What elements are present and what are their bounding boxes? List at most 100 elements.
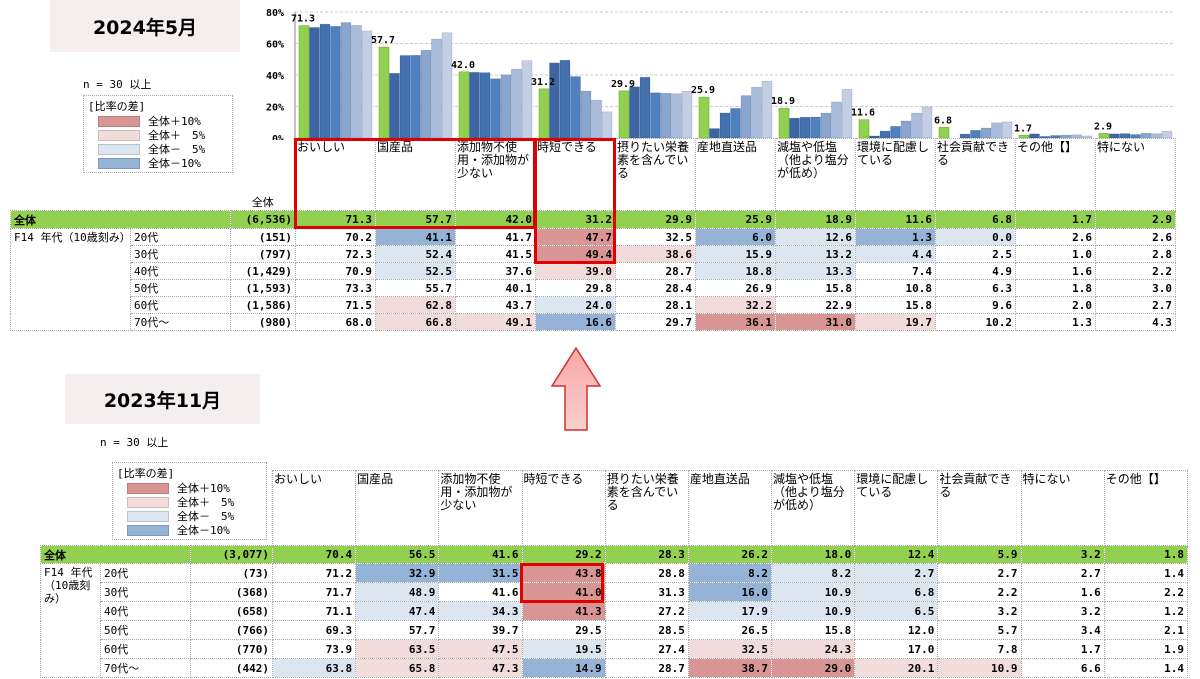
column-header: 摂りたい栄養素を含んでいる <box>615 138 696 211</box>
value-cell: 1.4 <box>1103 658 1189 678</box>
y-tick-label: 60% <box>266 40 284 51</box>
bar-60代 <box>831 101 842 139</box>
value-cell: 29.9 <box>615 210 696 229</box>
bar-70代～ <box>521 60 533 139</box>
column-header: 添加物不使用・添加物が少ない <box>455 138 536 211</box>
value-cell: 32.9 <box>355 563 440 583</box>
value-cell: 24.0 <box>535 296 616 314</box>
value-cell: 1.3 <box>855 228 936 246</box>
table-row: 60代 (1,586) 71.5 62.8 43.7 24.0 28.1 32.2 22.9 15… <box>11 296 1176 314</box>
value-cell: 2.9 <box>1095 210 1176 229</box>
age-label: 30代 <box>100 582 191 602</box>
table-2023: おいしい 国産品 添加物不使用・添加物が少ない 時短できる 摂りたい栄養素を含んでいる産… <box>40 470 1189 678</box>
bar-40代 <box>730 108 741 139</box>
column-header: 特にない <box>1020 470 1105 546</box>
value-cell: 2.6 <box>1015 228 1096 246</box>
up-arrow-icon <box>550 346 602 431</box>
value-cell: 37.6 <box>455 262 536 280</box>
bar-total <box>858 119 870 139</box>
value-cell: 5.7 <box>937 620 1022 640</box>
value-cell: 2.2 <box>1095 262 1176 280</box>
bar-60代 <box>671 93 682 139</box>
table-row: F14 年代（10歳刻み） 20代 (73) 71.2 32.9 31.5 43.8 28.8… <box>40 563 1189 678</box>
bar-50代 <box>820 112 832 139</box>
legend-swatch <box>98 143 140 155</box>
age-label: 20代 <box>130 228 231 246</box>
value-cell: 4.9 <box>935 262 1016 280</box>
legend-swatch <box>98 157 140 169</box>
age-label: 40代 <box>100 601 191 621</box>
table-row: 60代 (770) 73.9 63.5 47.5 19.5 27.4 32.5 24.3 17.0… <box>41 639 1189 659</box>
value-cell: 55.7 <box>375 279 456 297</box>
value-cell: 3.2 <box>937 601 1022 621</box>
value-cell: 63.5 <box>355 639 440 659</box>
value-cell: 2.7 <box>1020 563 1105 583</box>
column-header: 環境に配慮している <box>854 470 939 546</box>
legend-item: 全体＋ 5% <box>117 495 262 509</box>
column-header: 環境に配慮している <box>855 138 936 211</box>
header-row: おいしい 国産品 添加物不使用・添加物が少ない 時短できる 摂りたい栄養素を含んでいる産… <box>41 470 1189 546</box>
bar-total <box>1018 135 1030 139</box>
bar-70代～ <box>1081 135 1093 139</box>
data-label: 71.3 <box>291 14 315 25</box>
value-cell: 26.9 <box>695 279 776 297</box>
value-cell: 1.2 <box>1103 601 1189 621</box>
bar-60代 <box>431 38 442 139</box>
value-cell: 2.7 <box>854 563 939 583</box>
table-row-total: 全体 (3,077) 70.4 56.5 41.6 29.2 28.3 26.2 18.0 12.… <box>40 545 1189 564</box>
value-cell: 2.5 <box>935 245 1016 263</box>
value-cell: 32.5 <box>687 639 773 659</box>
age-label: 70代～ <box>130 313 231 331</box>
value-cell: 47.3 <box>438 658 523 678</box>
bar-50代 <box>580 90 592 139</box>
legend-label: 全体＋ 5% <box>177 496 235 509</box>
value-cell: 41.1 <box>375 228 456 246</box>
value-cell: 73.9 <box>271 639 357 659</box>
bar-50代 <box>660 92 672 139</box>
bar-30代 <box>399 55 411 139</box>
value-cell: 31.5 <box>438 563 523 583</box>
legend-item: 全体＋ 5% <box>88 128 228 142</box>
bar-total <box>298 25 310 139</box>
value-cell: 49.4 <box>535 245 616 263</box>
value-cell: 28.3 <box>604 545 689 564</box>
value-cell: 10.9 <box>771 582 856 602</box>
bar-20代 <box>1029 133 1040 139</box>
value-cell: 25.9 <box>695 210 776 229</box>
value-cell: 69.3 <box>271 620 357 640</box>
bar-total <box>458 71 470 139</box>
value-cell: 1.3 <box>1015 313 1096 331</box>
value-cell: 31.2 <box>535 210 616 229</box>
data-label: 42.0 <box>451 60 475 71</box>
value-cell: 29.5 <box>521 620 606 640</box>
value-cell: 16.6 <box>535 313 616 331</box>
value-cell: 29.0 <box>771 658 856 678</box>
n-cell: (73) <box>190 563 273 583</box>
value-cell: 19.7 <box>855 313 936 331</box>
column-header: おいしい <box>295 138 376 211</box>
value-cell: 6.0 <box>695 228 776 246</box>
table-row: 70代～ (980) 68.0 66.8 49.1 16.6 29.7 36.1 31.0 19.… <box>11 313 1176 331</box>
group-label: F14 年代（10歳刻み） <box>10 228 131 331</box>
bar-20代 <box>629 86 640 139</box>
value-cell: 1.7 <box>1020 639 1105 659</box>
value-cell: 36.1 <box>695 313 776 331</box>
value-cell: 28.8 <box>604 563 689 583</box>
bar-20代 <box>549 62 560 139</box>
bar-40代 <box>490 78 501 139</box>
value-cell: 38.6 <box>615 245 696 263</box>
n-cell: (368) <box>190 582 273 602</box>
value-cell: 13.2 <box>775 245 856 263</box>
legend-label: 全体－10% <box>148 157 201 170</box>
value-cell: 27.2 <box>604 601 689 621</box>
bar-total <box>698 96 710 139</box>
bar-30代 <box>559 59 571 139</box>
value-cell: 17.0 <box>854 639 939 659</box>
n-cell: (1,593) <box>230 279 296 297</box>
bar-total <box>1098 133 1110 139</box>
value-cell: 10.9 <box>771 601 856 621</box>
legend-swatch <box>127 524 169 536</box>
legend-swatch <box>127 496 169 508</box>
bar-50代 <box>420 49 432 139</box>
value-cell: 18.9 <box>775 210 856 229</box>
